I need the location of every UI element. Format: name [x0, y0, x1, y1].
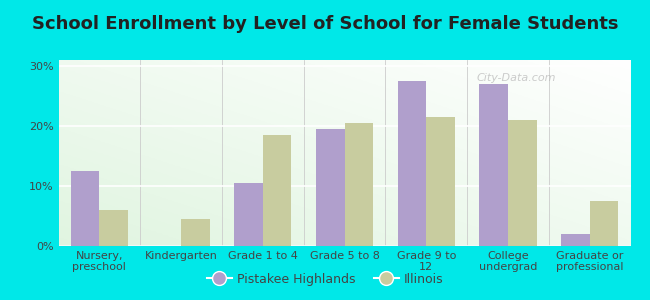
- Bar: [71, 171, 99, 246]
- Bar: [181, 219, 210, 246]
- Bar: [590, 201, 618, 246]
- Bar: [508, 120, 536, 246]
- Bar: [426, 117, 455, 246]
- Legend: Pistakee Highlands, Illinois: Pistakee Highlands, Illinois: [202, 268, 448, 291]
- Bar: [316, 129, 344, 246]
- Bar: [234, 183, 263, 246]
- Bar: [344, 123, 373, 246]
- Bar: [99, 210, 128, 246]
- Bar: [479, 84, 508, 246]
- Bar: [561, 234, 590, 246]
- Text: City-Data.com: City-Data.com: [476, 73, 556, 83]
- Bar: [263, 135, 291, 246]
- Text: School Enrollment by Level of School for Female Students: School Enrollment by Level of School for…: [32, 15, 618, 33]
- Bar: [398, 81, 426, 246]
